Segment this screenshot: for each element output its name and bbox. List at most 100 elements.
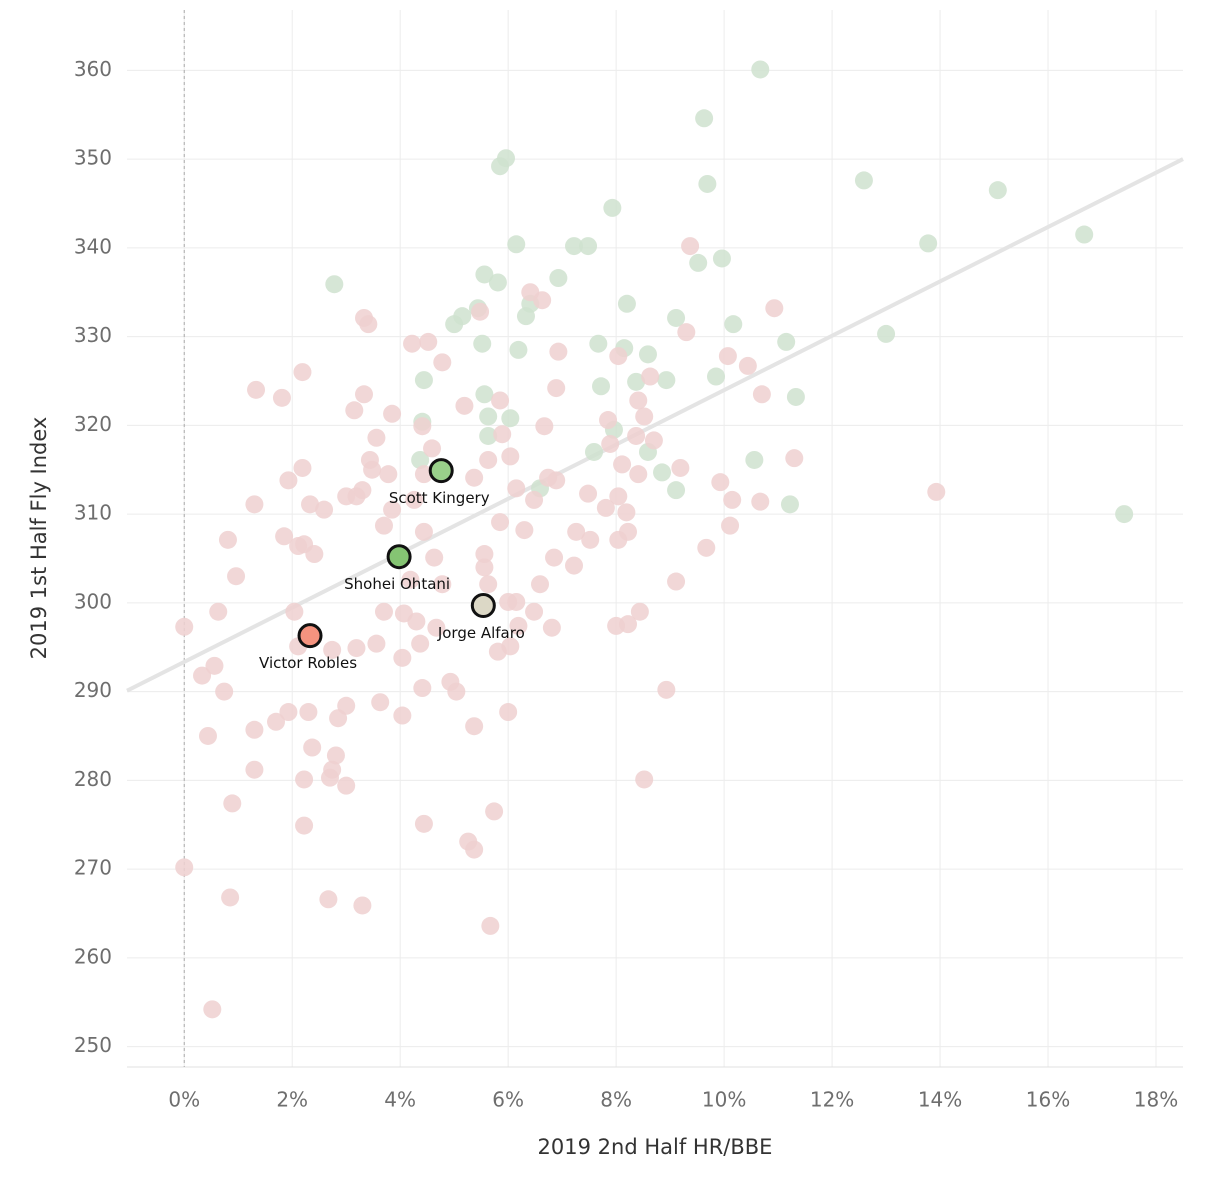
point [491, 157, 510, 176]
point [745, 450, 764, 469]
highlight-point [428, 458, 454, 484]
point [326, 746, 345, 765]
highlight-label: Shohei Ohtani [344, 575, 450, 593]
point [549, 342, 568, 361]
point [579, 484, 598, 503]
point [509, 340, 528, 359]
highlight-label: Scott Kingery [389, 489, 490, 507]
point [584, 442, 603, 461]
point [667, 481, 686, 500]
point [507, 592, 526, 611]
highlight-label: Victor Robles [259, 654, 357, 672]
point [677, 323, 696, 342]
point [491, 513, 510, 532]
point [245, 495, 264, 514]
point [481, 916, 500, 935]
point [414, 814, 433, 833]
point [367, 428, 386, 447]
y-axis-title: 2019 1st Half Fly Index [27, 417, 51, 660]
point [601, 434, 620, 453]
point [479, 450, 498, 469]
point [175, 858, 194, 877]
point [525, 490, 544, 509]
y-tick-label: 350 [74, 146, 112, 170]
x-tick-label: 16% [1026, 1088, 1070, 1112]
point [667, 308, 686, 327]
point [751, 492, 770, 511]
point [475, 265, 494, 284]
point [401, 570, 420, 589]
point [383, 500, 402, 519]
point [603, 198, 622, 217]
point [427, 618, 446, 637]
point [221, 888, 240, 907]
point [516, 307, 535, 326]
point [371, 693, 390, 712]
x-axis-title: 2019 2nd Half HR/BBE [538, 1135, 773, 1159]
point [629, 391, 648, 410]
point [353, 896, 372, 915]
point [473, 334, 492, 353]
point [347, 639, 366, 658]
point [667, 572, 686, 591]
point [765, 299, 784, 318]
point [525, 602, 544, 621]
point [245, 760, 264, 779]
point [275, 527, 294, 546]
point [360, 450, 379, 469]
point [455, 396, 474, 415]
point [295, 770, 314, 789]
y-tick-label: 320 [74, 412, 112, 436]
point [723, 490, 742, 509]
highlight-label: Jorge Alfaro [437, 624, 525, 642]
point [535, 417, 554, 436]
point [305, 545, 324, 564]
point [738, 356, 757, 375]
point [293, 458, 312, 477]
point [175, 617, 194, 636]
y-tick-label: 330 [74, 323, 112, 347]
point [413, 417, 432, 436]
point [786, 387, 805, 406]
point [697, 538, 716, 557]
point [711, 473, 730, 492]
point [627, 426, 646, 445]
point [547, 379, 566, 398]
point [203, 1000, 222, 1019]
point [453, 307, 472, 326]
point [367, 634, 386, 653]
point [638, 345, 657, 364]
point [403, 334, 422, 353]
point [635, 407, 654, 426]
point [465, 468, 484, 487]
x-tick-label: 6% [492, 1088, 524, 1112]
point [724, 315, 743, 334]
point [596, 498, 615, 517]
point [374, 602, 393, 621]
point [539, 468, 558, 487]
x-tick-label: 18% [1134, 1088, 1178, 1112]
point [629, 465, 648, 484]
point [414, 371, 433, 390]
point [565, 556, 584, 575]
point [303, 738, 322, 757]
point [501, 637, 520, 656]
x-tick-label: 8% [600, 1088, 632, 1112]
point [299, 703, 318, 722]
point [485, 802, 504, 821]
y-tick-label: 300 [74, 589, 112, 613]
point [780, 495, 799, 514]
point [393, 648, 412, 667]
point [599, 411, 618, 430]
point [359, 315, 378, 334]
point [712, 249, 731, 268]
point [635, 770, 654, 789]
point [877, 324, 896, 343]
point [491, 391, 510, 410]
point [698, 174, 717, 193]
point [533, 291, 552, 310]
point [617, 294, 636, 313]
point [209, 602, 228, 621]
point [501, 409, 520, 428]
point [671, 458, 690, 477]
